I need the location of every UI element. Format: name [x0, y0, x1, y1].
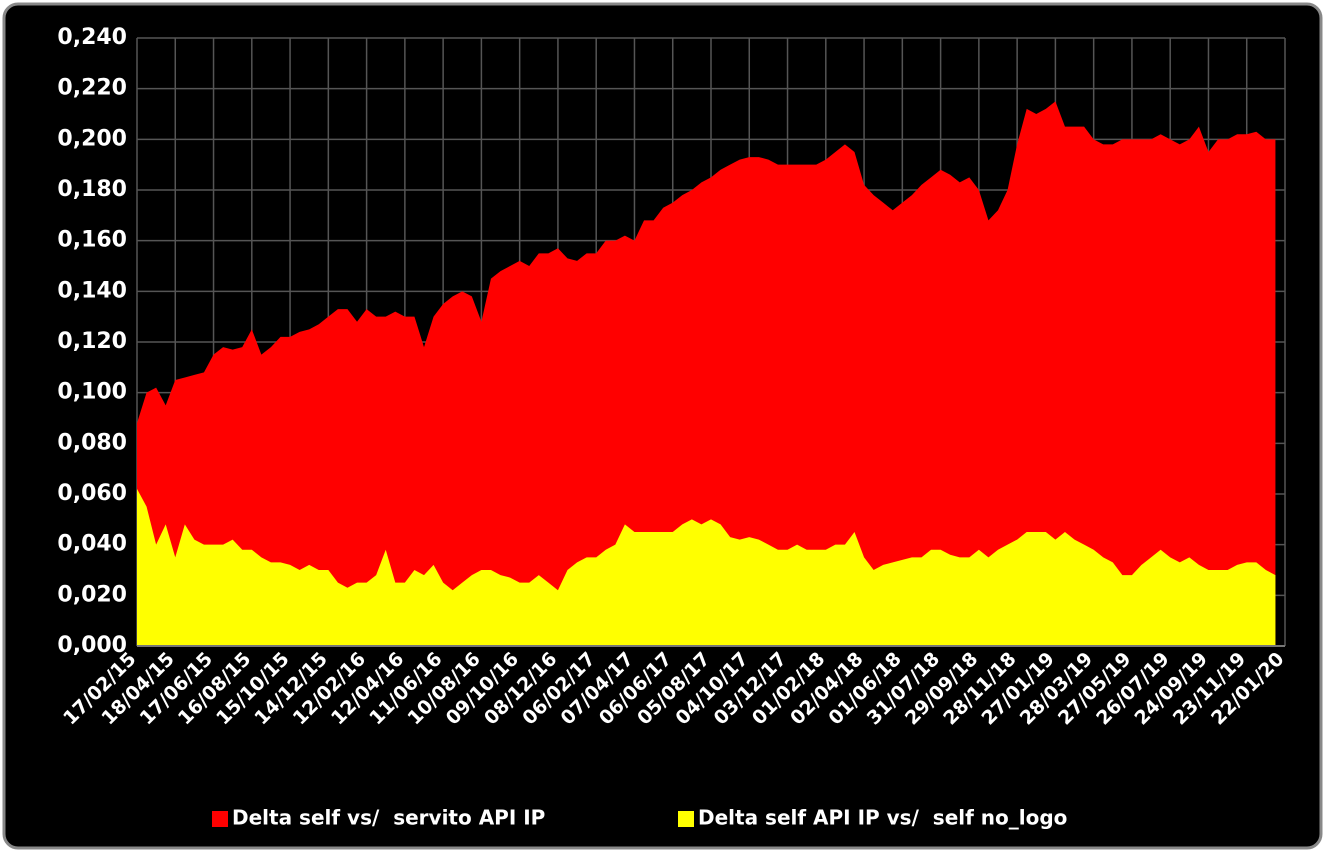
area: [137, 101, 1276, 647]
y-tick-label: 0,220: [57, 76, 127, 101]
y-tick-label: 0,100: [57, 380, 127, 405]
y-tick-label: 0,180: [57, 177, 127, 202]
y-tick-label: 0,240: [57, 25, 127, 50]
legend-swatch: [678, 811, 694, 827]
y-tick-label: 0,060: [57, 481, 127, 506]
area: [137, 488, 1276, 646]
y-tick-label: 0,040: [57, 532, 127, 557]
y-tick-label: 0,020: [57, 582, 127, 607]
y-tick-label: 0,140: [57, 278, 127, 303]
y-tick-label: 0,160: [57, 228, 127, 253]
legend-label: Delta self vs/ servito API IP: [232, 806, 545, 830]
y-tick-label: 0,120: [57, 329, 127, 354]
legend-swatch: [212, 811, 228, 827]
y-tick-label: 0,200: [57, 126, 127, 151]
y-tick-label: 0,000: [57, 633, 127, 658]
legend-label: Delta self API IP vs/ self no_logo: [698, 806, 1067, 830]
y-tick-label: 0,080: [57, 430, 127, 455]
